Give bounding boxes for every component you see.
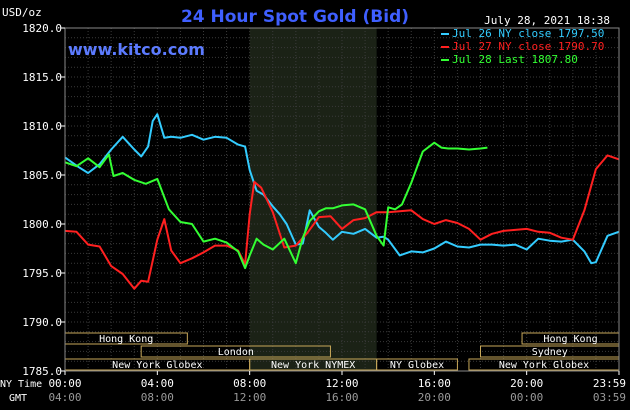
session-label: London: [218, 347, 254, 358]
x-tick-label-gmt: 12:00: [233, 391, 266, 404]
series-line: [64, 113, 620, 265]
x-tick-label-gmt: 00:00: [510, 391, 543, 404]
chart-title: 24 Hour Spot Gold (Bid): [181, 7, 409, 27]
session-label: New York NYMEX: [271, 360, 355, 371]
x-tick-label-gmt: 04:00: [48, 391, 81, 404]
ny-time-row-label: NY Time: [0, 379, 42, 390]
session-box: [376, 358, 458, 371]
session-box: [140, 345, 331, 358]
session-label: Hong Kong: [543, 334, 597, 345]
nymex-shaded-region: [249, 28, 377, 371]
gmt-row-label: GMT: [9, 393, 27, 404]
series-line: [64, 141, 488, 270]
x-tick-label-gmt: 20:00: [418, 391, 451, 404]
x-tick-label-ny: 00:00: [48, 377, 81, 390]
x-tick-label-ny: 23:59: [593, 377, 626, 390]
x-tick-label-gmt: 08:00: [141, 391, 174, 404]
y-tick-label: 1785.0: [22, 365, 62, 378]
x-tick-label-ny: 20:00: [510, 377, 543, 390]
y-tick-label: 1790.0: [22, 316, 62, 329]
series-line: [64, 154, 620, 290]
y-tick-label: 1800.0: [22, 218, 62, 231]
y-tick-label: 1805.0: [22, 169, 62, 182]
x-tick-label-gmt: 03:59: [593, 391, 626, 404]
watermark-text: www.kitco.com: [68, 40, 205, 59]
legend-entry: Jul 26 NY close 1797.50: [452, 27, 604, 40]
y-tick-label: 1820.0: [22, 22, 62, 35]
legend-entry: Jul 27 NY close 1790.70: [452, 40, 604, 53]
x-tick-label-ny: 08:00: [233, 377, 266, 390]
session-label: New York Globex: [112, 360, 202, 371]
session-label: New York Globex: [499, 360, 589, 371]
x-tick-label-gmt: 16:00: [325, 391, 358, 404]
y-tick-label: 1810.0: [22, 120, 62, 133]
session-label: Hong Kong: [99, 334, 153, 345]
x-tick-label-ny: 04:00: [141, 377, 174, 390]
date-stamp: July 28, 2021 18:38: [484, 14, 610, 27]
legend-entry: Jul 28 Last 1807.80: [452, 53, 578, 66]
y-tick-label: 1795.0: [22, 267, 62, 280]
x-tick-label-ny: 12:00: [325, 377, 358, 390]
session-label: Sydney: [532, 347, 568, 358]
y-tick-label: 1815.0: [22, 71, 62, 84]
session-label: NY Globex: [390, 360, 444, 371]
y-axis-label: USD/oz: [2, 6, 42, 19]
x-tick-label-ny: 16:00: [418, 377, 451, 390]
